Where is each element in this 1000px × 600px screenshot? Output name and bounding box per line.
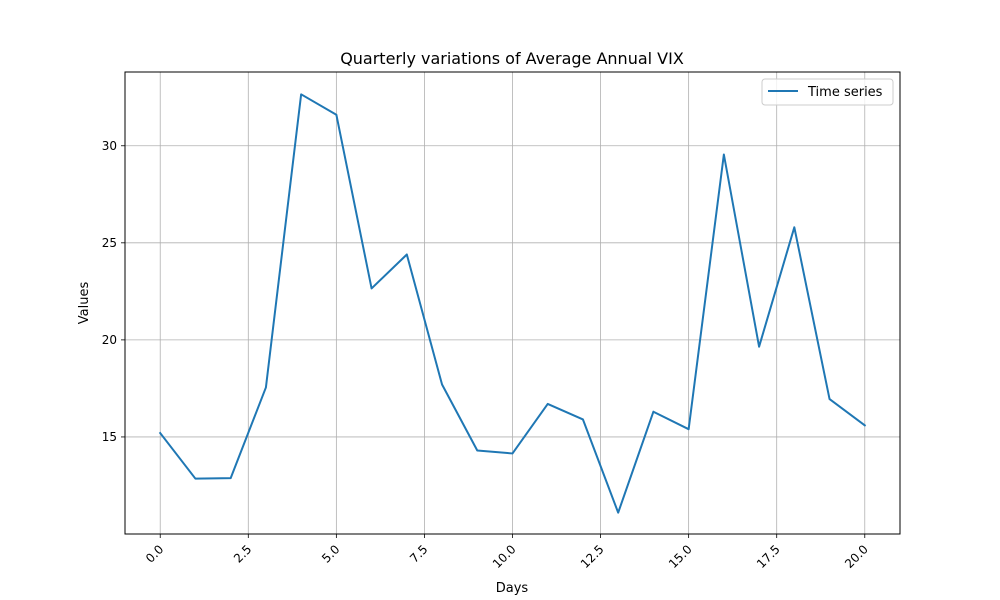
x-axis-label: Days: [496, 581, 529, 596]
y-tick-label: 25: [102, 236, 117, 250]
y-axis-label: Values: [77, 282, 92, 325]
series-line-0: [158, 93, 867, 514]
y-tick-label: 15: [102, 430, 117, 444]
legend: Time series: [761, 78, 894, 106]
legend-label: Time series: [807, 85, 883, 100]
grid-lines: [125, 72, 900, 534]
y-tick-label: 20: [102, 333, 117, 347]
y-tick-label: 30: [102, 139, 117, 153]
chart-title: Quarterly variations of Average Annual V…: [340, 49, 684, 68]
y-axis-ticks: 15 20 25 30: [102, 139, 125, 444]
series-layer: [158, 93, 867, 514]
legend-box: [761, 78, 894, 106]
